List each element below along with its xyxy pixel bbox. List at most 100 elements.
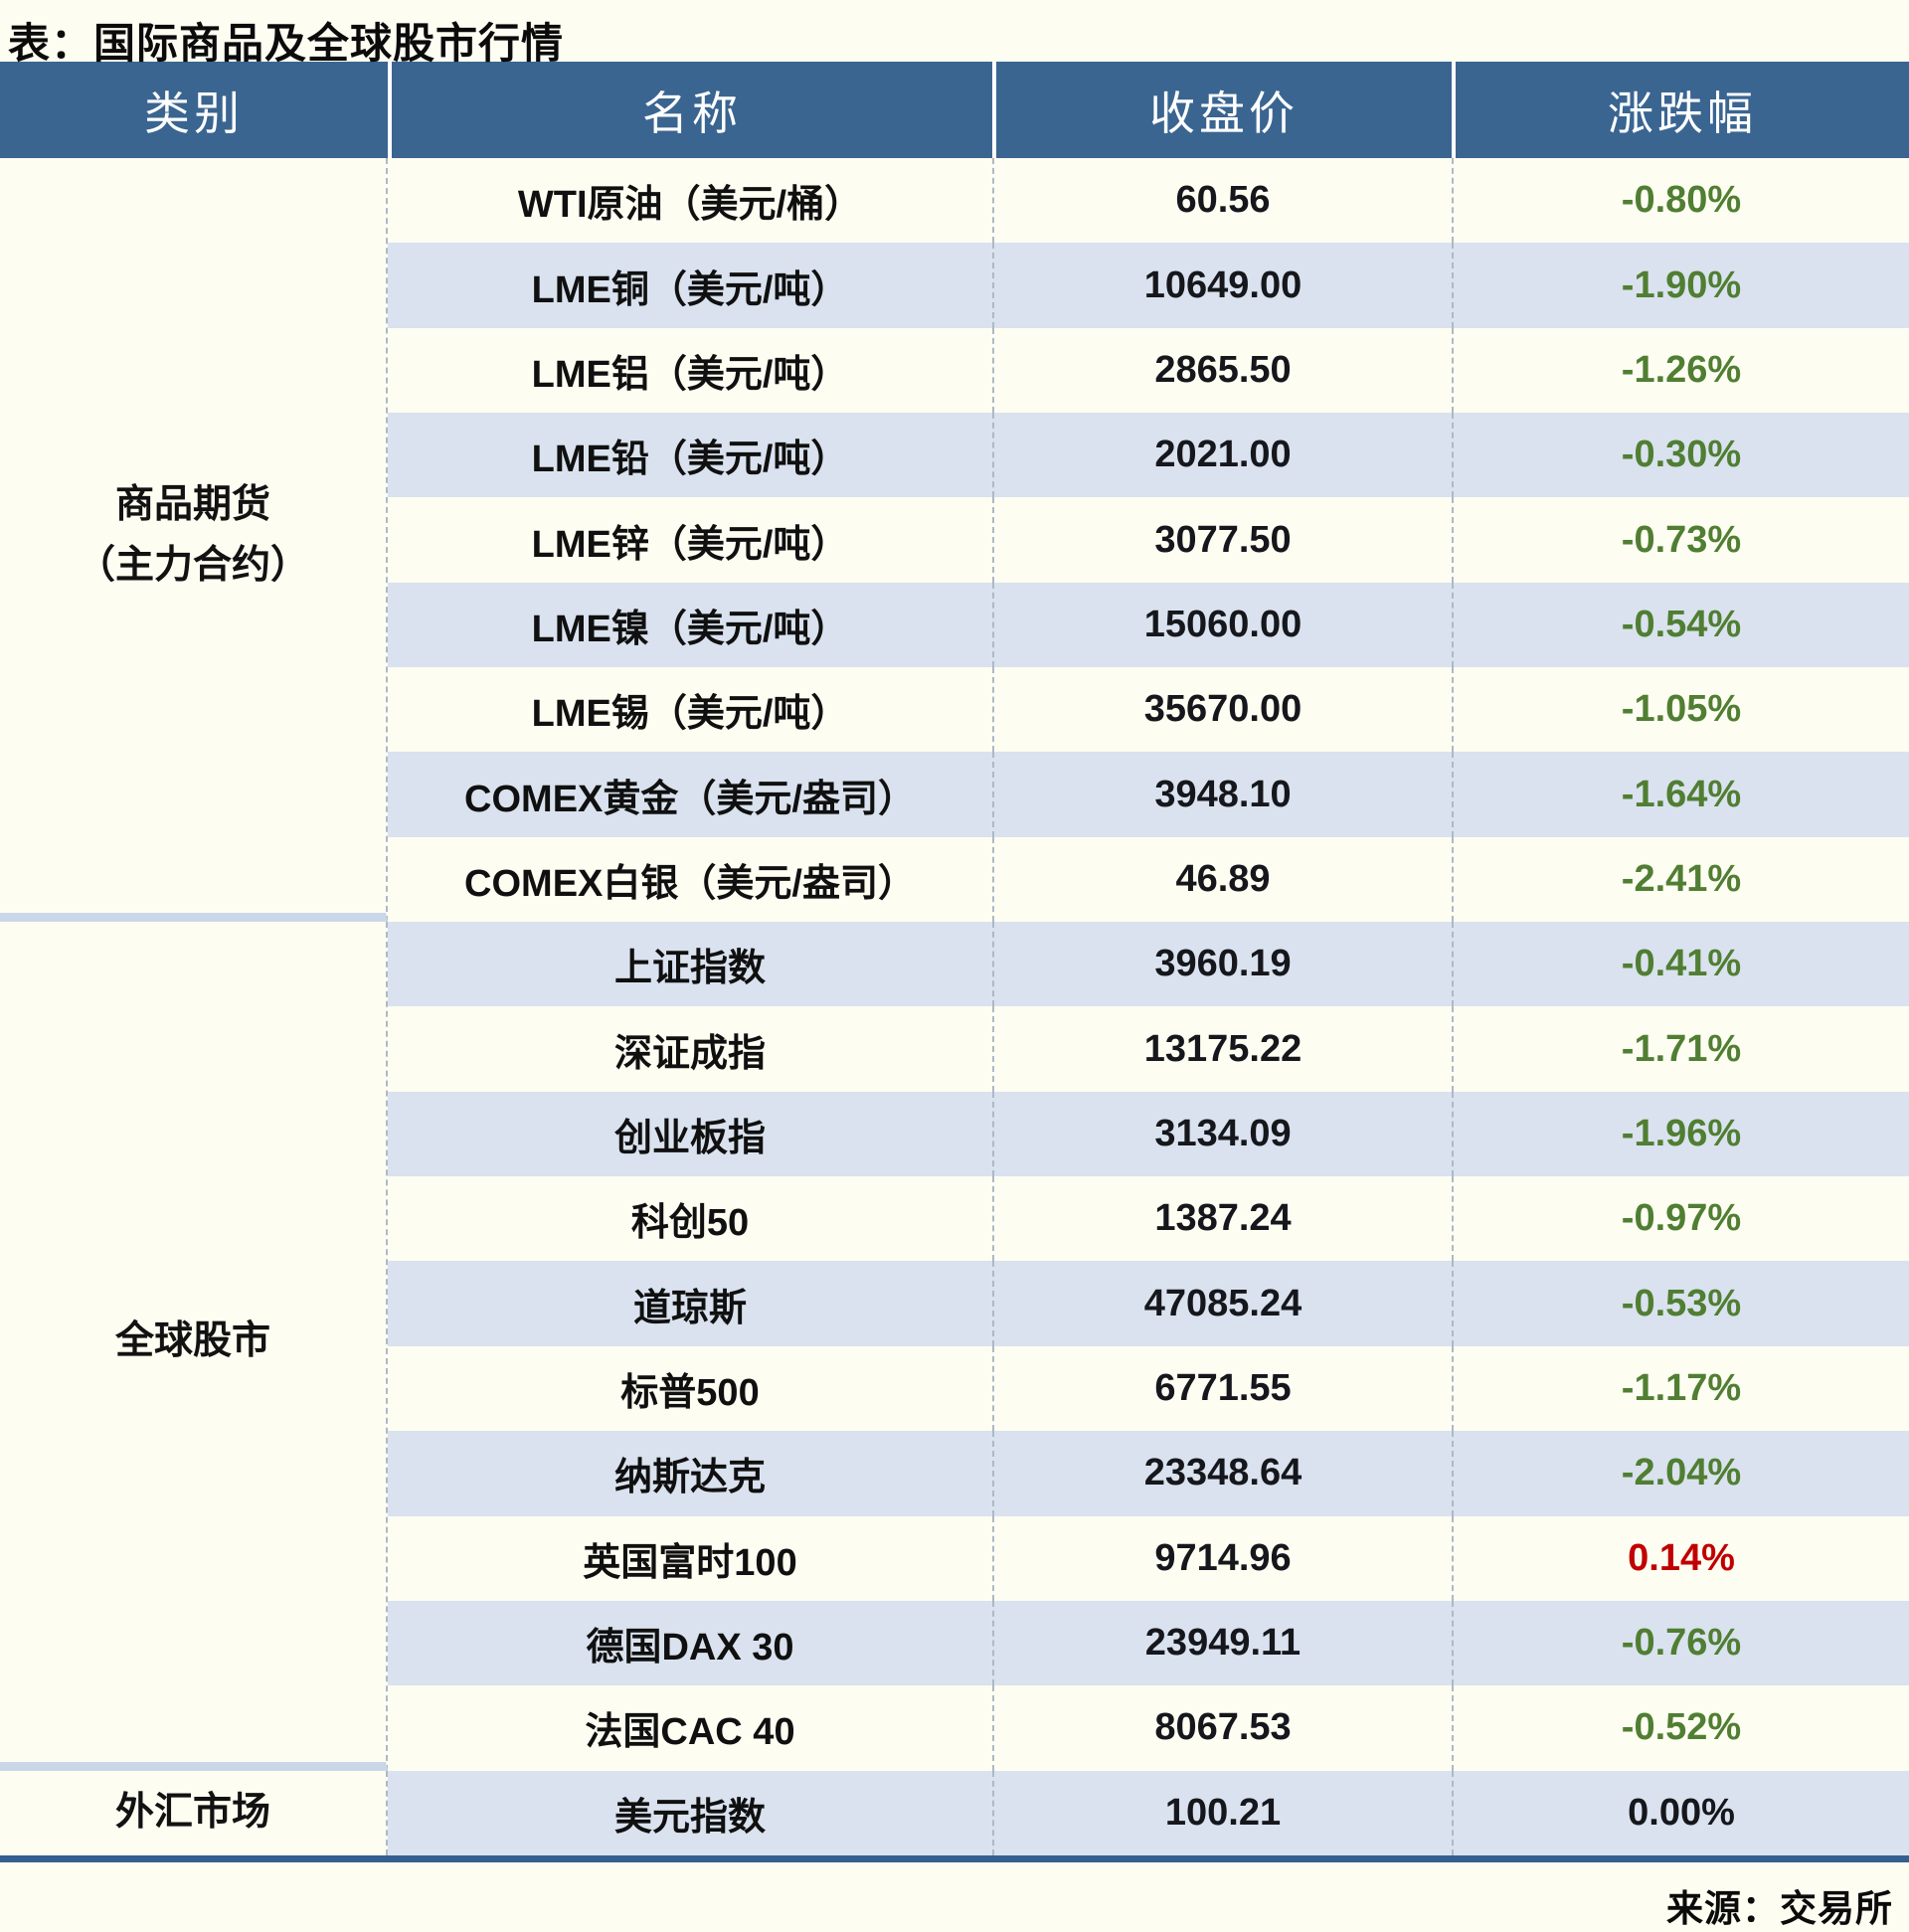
table-row: COMEX白银（美元/盎司） 46.89 -2.41%	[388, 836, 1909, 923]
change-cell: -1.64%	[1452, 752, 1909, 837]
change-cell: -2.41%	[1452, 836, 1909, 923]
change-cell: -0.30%	[1452, 413, 1909, 498]
name-cell: 美元指数	[613, 1796, 766, 1839]
table-row: LME锌（美元/吨） 3077.50 -0.73%	[388, 497, 1909, 583]
name-cell: COMEX黄金（美元/盎司）	[464, 778, 916, 820]
change-cell: -1.90%	[1452, 243, 1909, 328]
category-label-line: 商品期货	[114, 483, 270, 527]
category-label-line: 外汇市场	[114, 1791, 270, 1835]
change-cell: -0.53%	[1452, 1261, 1909, 1346]
table-row: COMEX黄金（美元/盎司） 3948.10 -1.64%	[388, 752, 1909, 837]
close-cell: 46.89	[992, 836, 1452, 923]
table-header-row: 类别 名称 收盘价 涨跌幅	[0, 62, 1909, 158]
close-cell: 8067.53	[992, 1685, 1452, 1771]
name-cell: LME镍（美元/吨）	[531, 608, 849, 650]
close-cell: 23348.64	[992, 1431, 1452, 1516]
change-cell: -0.73%	[1452, 497, 1909, 583]
change-cell: -1.96%	[1452, 1091, 1909, 1177]
close-cell: 23949.11	[992, 1600, 1452, 1686]
name-cell: LME铜（美元/吨）	[531, 268, 849, 311]
close-cell: 3134.09	[992, 1091, 1452, 1177]
close-cell: 15060.00	[992, 582, 1452, 668]
category-label-line: 全球股市	[114, 1319, 270, 1363]
table-row: 美元指数 100.21 0.00%	[388, 1770, 1909, 1855]
source-label: 来源：交易所	[1666, 1887, 1893, 1929]
table-body: 商品期货 （主力合约） 全球股市 外汇市场 WTI原油（美元/桶） 60.56 -…	[0, 158, 1909, 1855]
category-cell-global-stocks: 全球股市	[0, 922, 388, 1771]
table-row: LME铜（美元/吨） 10649.00 -1.90%	[388, 243, 1909, 328]
table-body-rows: WTI原油（美元/桶） 60.56 -0.80% LME铜（美元/吨） 1064…	[388, 158, 1909, 1855]
close-cell: 3960.19	[992, 922, 1452, 1007]
close-cell: 35670.00	[992, 667, 1452, 753]
table-row: LME锡（美元/吨） 35670.00 -1.05%	[388, 667, 1909, 753]
change-cell: 0.14%	[1452, 1515, 1909, 1601]
close-cell: 100.21	[992, 1770, 1452, 1855]
name-cell: 英国富时100	[583, 1541, 797, 1584]
table-row: 创业板指 3134.09 -1.96%	[388, 1091, 1909, 1177]
name-cell: 上证指数	[613, 948, 766, 990]
name-cell: LME锡（美元/吨）	[531, 693, 849, 736]
name-cell: LME铝（美元/吨）	[531, 353, 849, 396]
table-row: 上证指数 3960.19 -0.41%	[388, 922, 1909, 1007]
category-label-line: （主力合约）	[76, 543, 309, 587]
name-cell: 纳斯达克	[613, 1457, 766, 1499]
close-cell: 1387.24	[992, 1176, 1452, 1262]
name-cell: 创业板指	[613, 1117, 766, 1159]
table-row: 科创50 1387.24 -0.97%	[388, 1176, 1909, 1262]
close-cell: 9714.96	[992, 1515, 1452, 1601]
change-cell: 0.00%	[1452, 1770, 1909, 1855]
name-cell: 标普500	[620, 1371, 760, 1414]
table-bottom-border	[0, 1854, 1909, 1862]
change-cell: -1.17%	[1452, 1345, 1909, 1432]
header-name: 名称	[388, 62, 992, 158]
close-cell: 2021.00	[992, 413, 1452, 498]
change-cell: -0.76%	[1452, 1600, 1909, 1686]
close-cell: 6771.55	[992, 1345, 1452, 1432]
table-row: 纳斯达克 23348.64 -2.04%	[388, 1431, 1909, 1516]
change-cell: -0.41%	[1452, 922, 1909, 1007]
table-row: 深证成指 13175.22 -1.71%	[388, 1006, 1909, 1092]
name-cell: LME铅（美元/吨）	[531, 439, 849, 481]
header-close: 收盘价	[992, 62, 1452, 158]
close-cell: 60.56	[992, 158, 1452, 244]
change-cell: -0.54%	[1452, 582, 1909, 668]
name-cell: LME锌（美元/吨）	[531, 523, 849, 566]
name-cell: 深证成指	[613, 1032, 766, 1075]
market-table: 类别 名称 收盘价 涨跌幅 商品期货 （主力合约） 全球股市 外汇市场 WTI原油…	[0, 62, 1909, 1862]
change-cell: -1.71%	[1452, 1006, 1909, 1092]
change-cell: -1.05%	[1452, 667, 1909, 753]
change-cell: -0.80%	[1452, 158, 1909, 244]
change-cell: -1.26%	[1452, 327, 1909, 414]
category-cell-commodity-futures: 商品期货 （主力合约）	[0, 158, 388, 923]
table-row: 道琼斯 47085.24 -0.53%	[388, 1261, 1909, 1346]
table-row: WTI原油（美元/桶） 60.56 -0.80%	[388, 158, 1909, 244]
name-cell: 法国CAC 40	[585, 1711, 795, 1754]
name-cell: 科创50	[630, 1202, 750, 1245]
table-row: 英国富时100 9714.96 0.14%	[388, 1515, 1909, 1601]
table-row: 德国DAX 30 23949.11 -0.76%	[388, 1600, 1909, 1686]
table-row: LME铅（美元/吨） 2021.00 -0.30%	[388, 413, 1909, 498]
close-cell: 3948.10	[992, 752, 1452, 837]
table-row: LME铝（美元/吨） 2865.50 -1.26%	[388, 327, 1909, 414]
category-column: 商品期货 （主力合约） 全球股市 外汇市场	[0, 158, 388, 1855]
header-change: 涨跌幅	[1452, 62, 1909, 158]
name-cell: COMEX白银（美元/盎司）	[464, 862, 916, 905]
close-cell: 47085.24	[992, 1261, 1452, 1346]
change-cell: -0.52%	[1452, 1685, 1909, 1771]
header-category: 类别	[144, 86, 244, 140]
category-cell-fx-market: 外汇市场	[0, 1770, 388, 1855]
name-cell: 德国DAX 30	[586, 1627, 794, 1669]
name-cell: 道琼斯	[632, 1287, 747, 1329]
close-cell: 13175.22	[992, 1006, 1452, 1092]
table-title: 表：国际商品及全球股市行情	[8, 20, 565, 67]
table-row: 法国CAC 40 8067.53 -0.52%	[388, 1685, 1909, 1771]
table-row: LME镍（美元/吨） 15060.00 -0.54%	[388, 582, 1909, 668]
close-cell: 10649.00	[992, 243, 1452, 328]
table-row: 标普500 6771.55 -1.17%	[388, 1345, 1909, 1432]
close-cell: 2865.50	[992, 327, 1452, 414]
name-cell: WTI原油（美元/桶）	[517, 184, 863, 227]
change-cell: -2.04%	[1452, 1431, 1909, 1516]
close-cell: 3077.50	[992, 497, 1452, 583]
change-cell: -0.97%	[1452, 1176, 1909, 1262]
